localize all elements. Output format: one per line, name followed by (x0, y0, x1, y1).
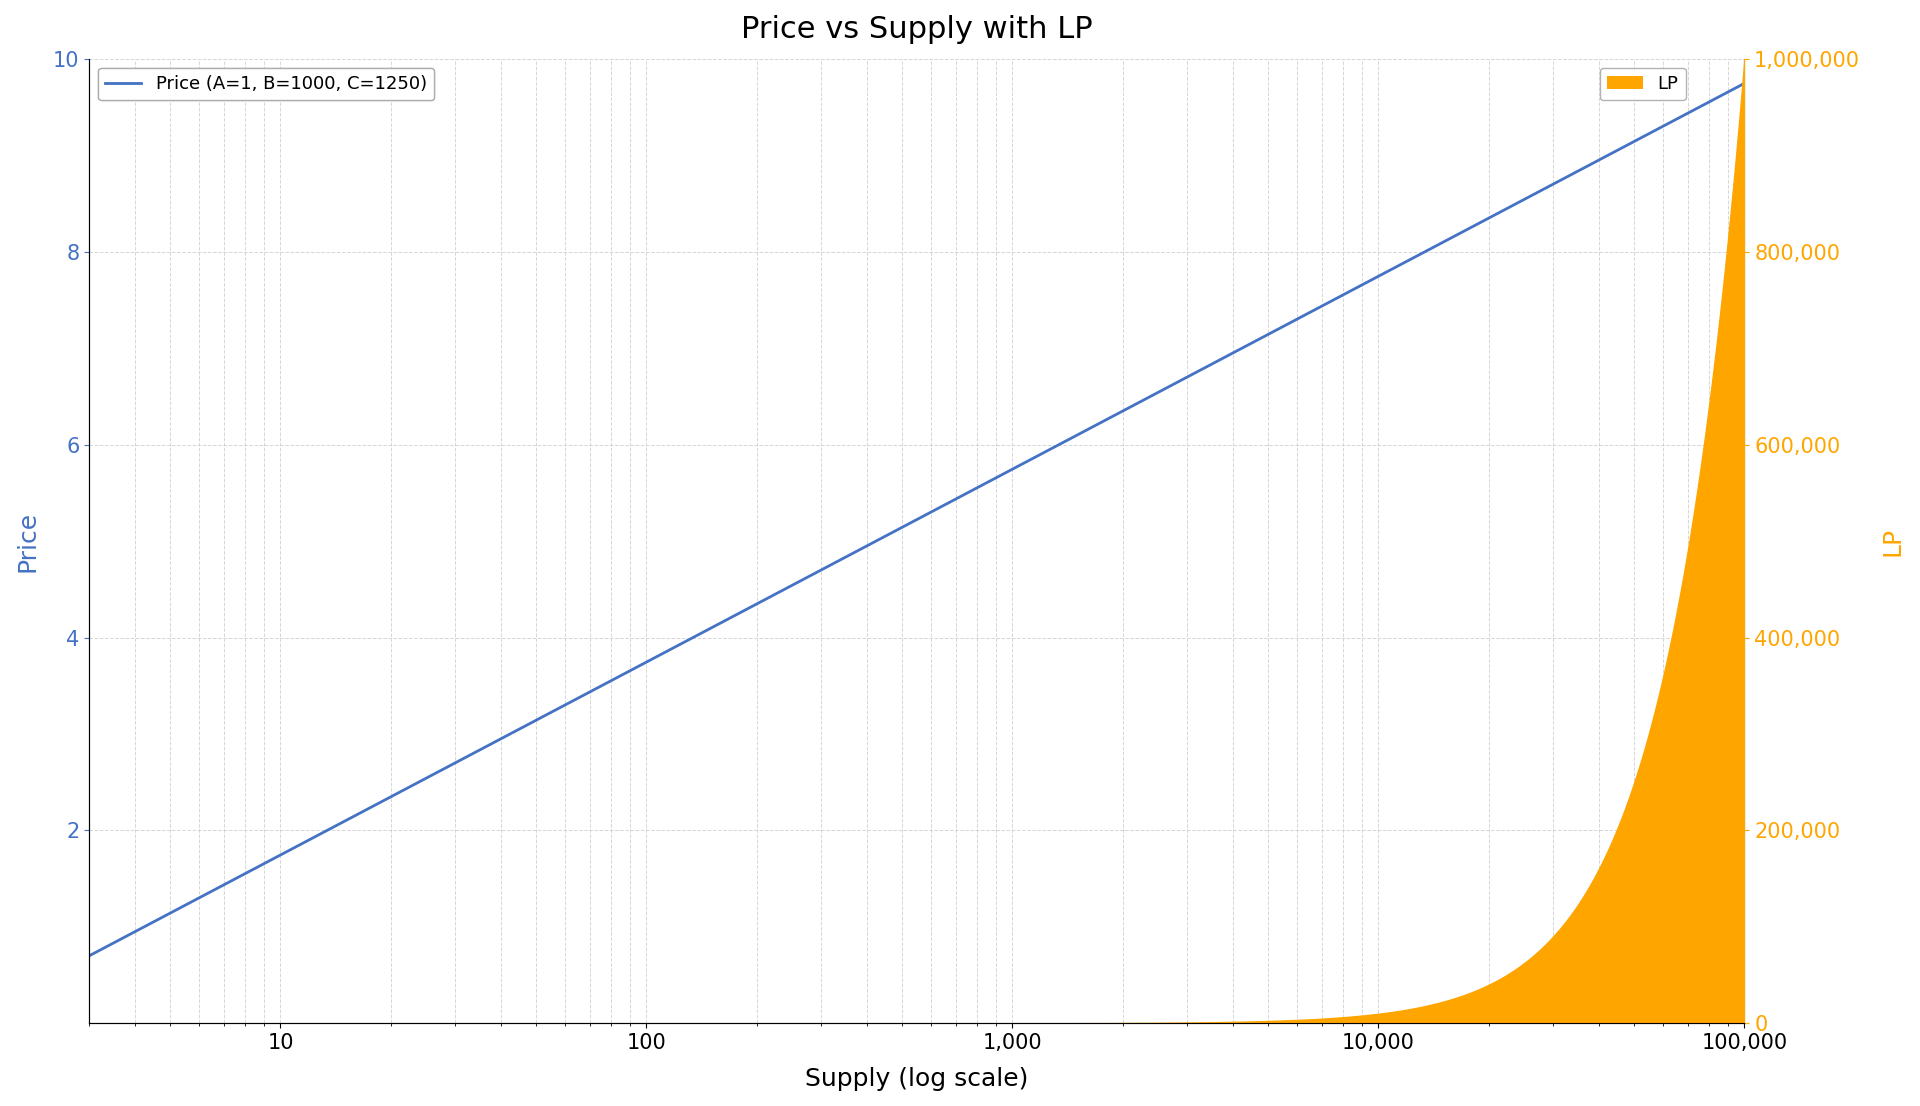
X-axis label: Supply (log scale): Supply (log scale) (804, 1067, 1029, 1091)
Price (A=1, B=1000, C=1250) (1686, 102, 1709, 115)
Price (A=1, B=1000, C=1250) (161, 905, 184, 918)
Price (A=1, B=1000, C=1250) (883, 525, 906, 539)
Title: Price vs Supply with LP: Price vs Supply with LP (741, 15, 1092, 44)
Y-axis label: Price: Price (15, 511, 38, 572)
Y-axis label: LP: LP (1882, 526, 1905, 555)
Legend: Price (A=1, B=1000, C=1250): Price (A=1, B=1000, C=1250) (98, 67, 434, 101)
Line: Price (A=1, B=1000, C=1250): Price (A=1, B=1000, C=1250) (88, 83, 1745, 956)
Price (A=1, B=1000, C=1250) (77, 949, 100, 962)
Legend: LP: LP (1599, 67, 1686, 101)
Price (A=1, B=1000, C=1250) (1734, 76, 1757, 90)
Price (A=1, B=1000, C=1250) (1684, 103, 1707, 116)
Price (A=1, B=1000, C=1250) (1380, 262, 1404, 275)
Price (A=1, B=1000, C=1250) (839, 549, 862, 562)
